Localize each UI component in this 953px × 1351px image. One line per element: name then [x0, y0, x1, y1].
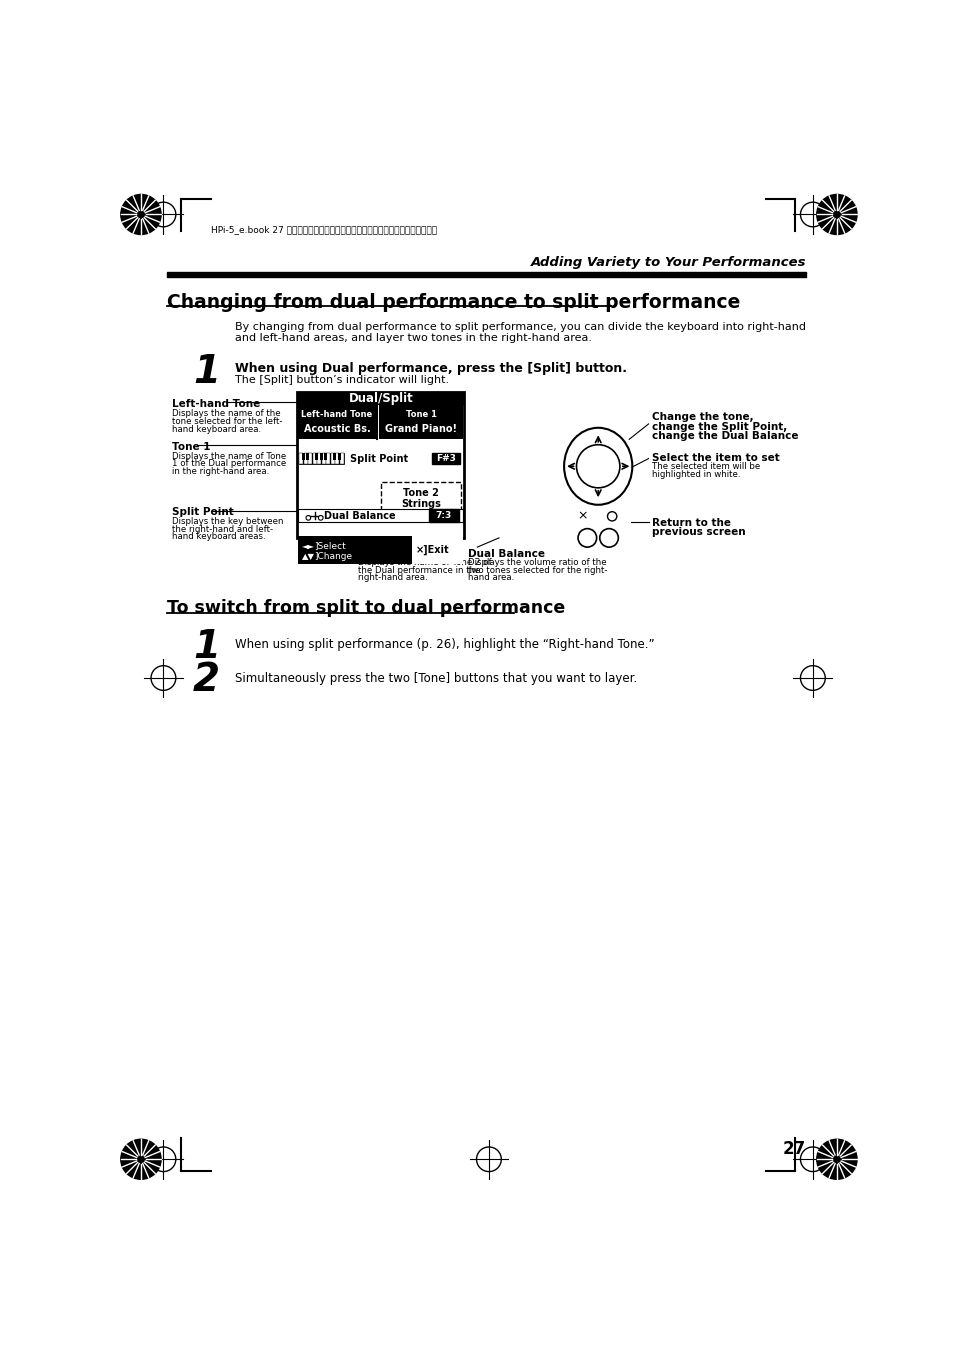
Circle shape	[121, 195, 161, 235]
Text: Tone 2: Tone 2	[403, 488, 438, 499]
Text: Changing from dual performance to split performance: Changing from dual performance to split …	[167, 293, 740, 312]
Text: Displays the key between: Displays the key between	[172, 517, 283, 526]
Bar	[317, 453, 321, 463]
Text: When using split performance (p. 26), highlight the “Right-hand Tone.”: When using split performance (p. 26), hi…	[235, 638, 655, 651]
Text: tone selected for the left-: tone selected for the left-	[172, 417, 282, 426]
Text: Simultaneously press the two [Tone] buttons that you want to layer.: Simultaneously press the two [Tone] butt…	[235, 671, 638, 685]
Text: Displays the name of Tone 2 of: Displays the name of Tone 2 of	[357, 558, 491, 567]
Text: right-hand area.: right-hand area.	[357, 573, 427, 582]
Bar	[308, 453, 312, 463]
Circle shape	[576, 444, 619, 488]
Text: Acoustic Bs.: Acoustic Bs.	[303, 424, 370, 434]
Text: The selected item will be: The selected item will be	[652, 462, 760, 471]
Circle shape	[306, 516, 311, 520]
Bar	[314, 453, 317, 459]
Text: hand keyboard areas.: hand keyboard areas.	[172, 532, 265, 542]
Text: change the Split Point,: change the Split Point,	[652, 422, 787, 431]
Bar	[337, 453, 340, 459]
Text: 1: 1	[193, 353, 219, 390]
Bar	[324, 453, 327, 459]
Bar	[298, 405, 375, 439]
Bar	[326, 453, 330, 463]
Text: F#3: F#3	[436, 454, 456, 463]
Bar	[331, 453, 335, 463]
Text: Displays the name of the: Displays the name of the	[172, 409, 280, 419]
Text: Dual Balance: Dual Balance	[323, 511, 395, 520]
Text: two tones selected for the right-: two tones selected for the right-	[468, 566, 607, 574]
Text: 27: 27	[781, 1140, 805, 1158]
Text: Left-hand Tone: Left-hand Tone	[172, 400, 260, 409]
Circle shape	[121, 1139, 161, 1179]
Text: Split Point: Split Point	[350, 454, 408, 463]
Bar	[429, 508, 458, 523]
Text: in the right-hand area.: in the right-hand area.	[172, 467, 269, 476]
Bar	[321, 453, 325, 463]
Bar	[339, 453, 343, 463]
Bar	[335, 453, 338, 463]
Bar	[378, 405, 463, 439]
Bar	[297, 392, 464, 538]
Text: Tone 2: Tone 2	[357, 549, 396, 559]
Text: 7:3: 7:3	[436, 511, 452, 520]
Bar	[432, 453, 459, 463]
Text: Left-hand Tone: Left-hand Tone	[301, 411, 373, 419]
Bar	[297, 392, 464, 405]
Text: 1: 1	[193, 628, 219, 666]
Text: Split Point: Split Point	[172, 507, 233, 517]
Text: To switch from split to dual performance: To switch from split to dual performance	[167, 600, 565, 617]
Text: hand area.: hand area.	[468, 573, 514, 582]
Bar	[298, 508, 463, 523]
Text: 2: 2	[193, 661, 219, 698]
Bar	[319, 453, 322, 459]
Text: Return to the: Return to the	[652, 517, 731, 528]
Bar	[301, 453, 304, 459]
Text: the right-hand and left-: the right-hand and left-	[172, 524, 273, 534]
Text: the Dual performance in the: the Dual performance in the	[357, 566, 480, 574]
Text: Adding Variety to Your Performances: Adding Variety to Your Performances	[530, 255, 805, 269]
Text: By changing from dual performance to split performance, you can divide the keybo: By changing from dual performance to spl…	[235, 323, 805, 332]
Ellipse shape	[563, 428, 632, 505]
Text: Select the item to set: Select the item to set	[652, 453, 780, 463]
Text: Change the tone,: Change the tone,	[652, 412, 753, 423]
Bar	[299, 453, 303, 463]
Text: hand keyboard area.: hand keyboard area.	[172, 424, 261, 434]
Bar	[298, 453, 344, 463]
Text: ×]Exit: ×]Exit	[416, 544, 449, 555]
Circle shape	[816, 1139, 856, 1179]
Text: previous screen: previous screen	[652, 527, 745, 538]
Text: Displays the volume ratio of the: Displays the volume ratio of the	[468, 558, 606, 567]
Bar	[333, 453, 335, 459]
Circle shape	[607, 512, 617, 521]
Circle shape	[318, 516, 323, 520]
Circle shape	[599, 528, 618, 547]
Text: ]Select: ]Select	[314, 542, 346, 550]
Bar	[381, 482, 460, 512]
Text: Displays the name of Tone: Displays the name of Tone	[172, 451, 286, 461]
Text: ×: ×	[577, 509, 587, 523]
Bar	[313, 453, 316, 463]
Text: Tone 1: Tone 1	[172, 442, 211, 451]
Text: HPi-5_e.book 27 ページ　２００４年１２月２１日　火曜日　午後１２時４６分: HPi-5_e.book 27 ページ ２００４年１２月２１日 火曜日 午後１２…	[211, 226, 436, 234]
Text: Strings: Strings	[401, 499, 440, 509]
Text: ▲▼: ▲▼	[302, 551, 314, 561]
Text: When using Dual performance, press the [Split] button.: When using Dual performance, press the […	[235, 362, 627, 376]
Text: Tone 1: Tone 1	[405, 411, 436, 419]
Circle shape	[816, 195, 856, 235]
Circle shape	[578, 528, 596, 547]
Bar	[304, 453, 307, 463]
Text: change the Dual Balance: change the Dual Balance	[652, 431, 798, 440]
Text: Grand Piano!: Grand Piano!	[385, 424, 456, 434]
Text: Dual Balance: Dual Balance	[468, 549, 544, 559]
Text: ◄►: ◄►	[302, 542, 314, 550]
Text: ]Change: ]Change	[314, 551, 353, 561]
Bar	[306, 453, 309, 459]
Text: highlighted in white.: highlighted in white.	[652, 470, 740, 480]
Text: 1 of the Dual performance: 1 of the Dual performance	[172, 459, 286, 469]
Text: The [Split] button’s indicator will light.: The [Split] button’s indicator will ligh…	[235, 374, 449, 385]
Bar	[298, 536, 463, 565]
Text: Dual/Split: Dual/Split	[348, 392, 413, 405]
Bar	[412, 536, 463, 565]
Text: and left-hand areas, and layer two tones in the right-hand area.: and left-hand areas, and layer two tones…	[235, 334, 592, 343]
